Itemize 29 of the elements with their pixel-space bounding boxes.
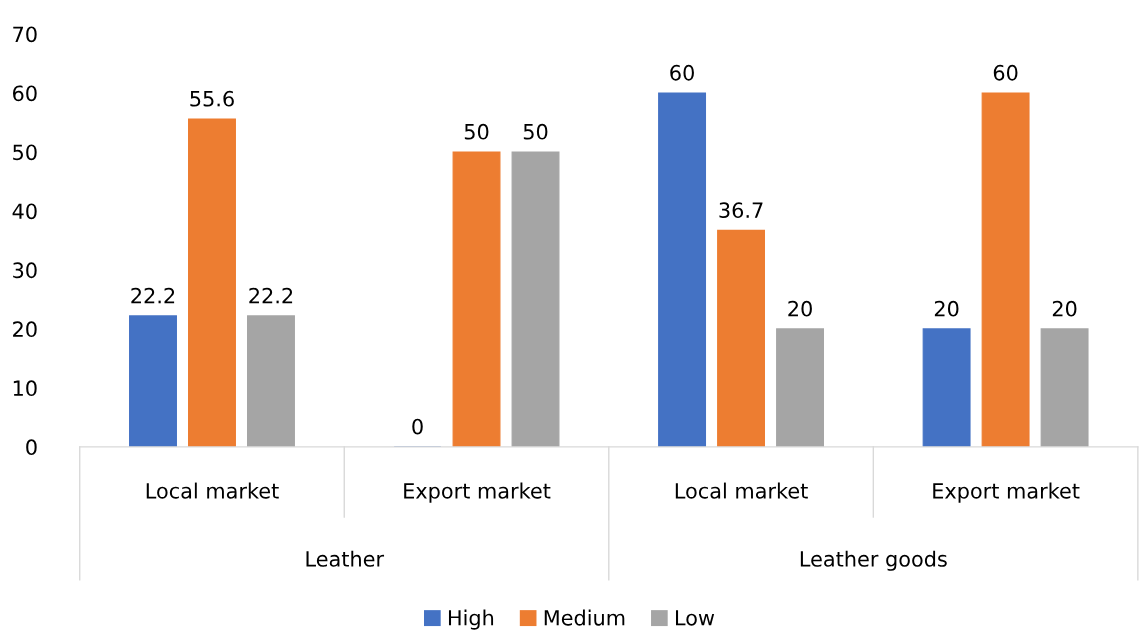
data-label: 0 (412, 418, 423, 435)
text: Leather (306, 550, 385, 567)
y-tick-label: 20 (13, 321, 37, 338)
legend-label: Low (676, 610, 715, 626)
data-label: 20 (1052, 300, 1077, 317)
x-tick-label: Local market (146, 482, 279, 499)
y-tick-label: 0 (26, 439, 37, 456)
data-label: 55.6 (190, 90, 234, 107)
x-tick-label: Export market (404, 482, 551, 503)
data-label: 22.2 (131, 287, 175, 304)
y-tick-label: 70 (13, 26, 37, 43)
legend-label: Medium (544, 609, 625, 626)
data-label: 50 (464, 123, 489, 140)
x-tick-label: Export market (933, 482, 1080, 503)
data-label: 20 (934, 300, 959, 317)
y-tick-label: 50 (13, 144, 37, 161)
text: Leather goods (800, 550, 947, 571)
data-label: 20 (788, 300, 812, 317)
y-tick-label: 40 (12, 203, 37, 220)
data-label: 36.7 (719, 202, 763, 219)
x-tick-label: Local market (675, 482, 808, 499)
data-label: 50 (523, 123, 548, 140)
data-label: 22.2 (249, 287, 293, 304)
y-tick-label: 30 (13, 262, 37, 279)
y-tick-label: 10 (13, 380, 37, 397)
legend-label: High (448, 609, 494, 630)
data-label: 60 (993, 64, 1018, 81)
data-label: 60 (670, 64, 694, 81)
y-tick-label: 60 (13, 85, 37, 102)
